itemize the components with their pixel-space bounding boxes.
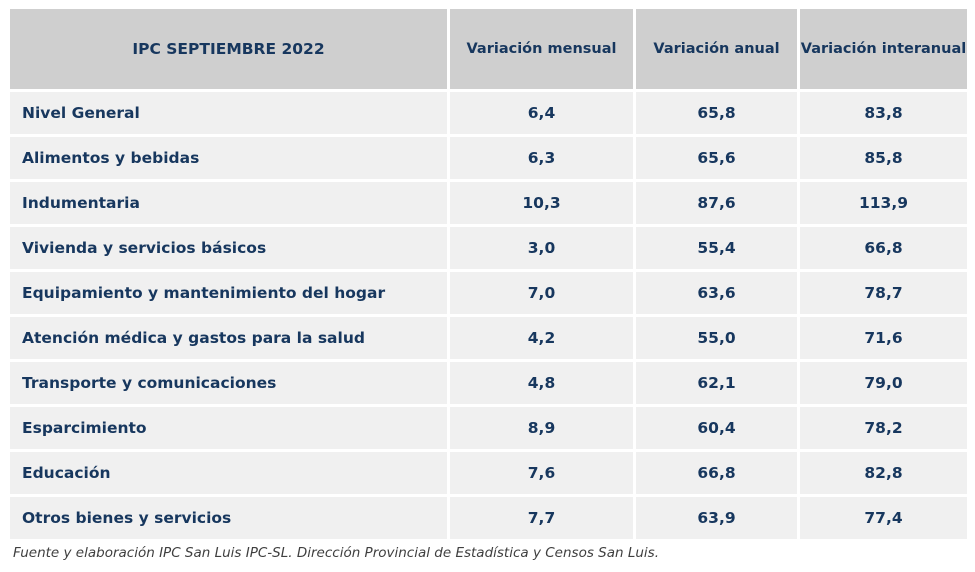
- cell-variacion-interanual: 82,8: [800, 452, 967, 494]
- table-row: Nivel General 6,4 65,8 83,8: [10, 92, 967, 134]
- cell-variacion-interanual: 78,2: [800, 407, 967, 449]
- header-variacion-mensual: Variación mensual: [450, 9, 633, 89]
- cell-variacion-anual: 55,4: [636, 227, 797, 269]
- table-row: Alimentos y bebidas 6,3 65,6 85,8: [10, 137, 967, 179]
- cell-variacion-mensual: 7,6: [450, 452, 633, 494]
- table-row: Educación 7,6 66,8 82,8: [10, 452, 967, 494]
- table-row: Vivienda y servicios básicos 3,0 55,4 66,8: [10, 227, 967, 269]
- cell-variacion-anual: 65,6: [636, 137, 797, 179]
- cell-variacion-anual: 62,1: [636, 362, 797, 404]
- header-variacion-anual: Variación anual: [636, 9, 797, 89]
- cell-variacion-interanual: 71,6: [800, 317, 967, 359]
- cell-variacion-interanual: 113,9: [800, 182, 967, 224]
- row-category-label: Nivel General: [10, 92, 447, 134]
- cell-variacion-anual: 87,6: [636, 182, 797, 224]
- row-category-label: Equipamiento y mantenimiento del hogar: [10, 272, 447, 314]
- header-variacion-interanual: Variación interanual: [800, 9, 967, 89]
- cell-variacion-mensual: 6,3: [450, 137, 633, 179]
- table-header-row: IPC SEPTIEMBRE 2022 Variación mensual Va…: [10, 9, 967, 89]
- cell-variacion-mensual: 8,9: [450, 407, 633, 449]
- row-category-label: Otros bienes y servicios: [10, 497, 447, 539]
- row-category-label: Atención médica y gastos para la salud: [10, 317, 447, 359]
- row-category-label: Indumentaria: [10, 182, 447, 224]
- cell-variacion-mensual: 7,7: [450, 497, 633, 539]
- table-row: Esparcimiento 8,9 60,4 78,2: [10, 407, 967, 449]
- cell-variacion-mensual: 3,0: [450, 227, 633, 269]
- cell-variacion-mensual: 4,2: [450, 317, 633, 359]
- cell-variacion-interanual: 66,8: [800, 227, 967, 269]
- row-category-label: Educación: [10, 452, 447, 494]
- table-row: Equipamiento y mantenimiento del hogar 7,…: [10, 272, 967, 314]
- table-row: Indumentaria 10,3 87,6 113,9: [10, 182, 967, 224]
- cell-variacion-anual: 60,4: [636, 407, 797, 449]
- cell-variacion-mensual: 4,8: [450, 362, 633, 404]
- ipc-table: IPC SEPTIEMBRE 2022 Variación mensual Va…: [7, 6, 970, 542]
- cell-variacion-interanual: 83,8: [800, 92, 967, 134]
- table-body: Nivel General 6,4 65,8 83,8 Alimentos y bebi…: [10, 92, 967, 539]
- header-category: IPC SEPTIEMBRE 2022: [10, 9, 447, 89]
- row-category-label: Vivienda y servicios básicos: [10, 227, 447, 269]
- row-category-label: Alimentos y bebidas: [10, 137, 447, 179]
- cell-variacion-mensual: 10,3: [450, 182, 633, 224]
- row-category-label: Esparcimiento: [10, 407, 447, 449]
- cell-variacion-anual: 55,0: [636, 317, 797, 359]
- table-row: Transporte y comunicaciones 4,8 62,1 79,0: [10, 362, 967, 404]
- cell-variacion-anual: 65,8: [636, 92, 797, 134]
- row-category-label: Transporte y comunicaciones: [10, 362, 447, 404]
- cell-variacion-anual: 63,9: [636, 497, 797, 539]
- table-row: Otros bienes y servicios 7,7 63,9 77,4: [10, 497, 967, 539]
- cell-variacion-interanual: 79,0: [800, 362, 967, 404]
- cell-variacion-mensual: 6,4: [450, 92, 633, 134]
- table-row: Atención médica y gastos para la salud 4,…: [10, 317, 967, 359]
- source-footnote: Fuente y elaboración IPC San Luis IPC-SL…: [13, 545, 659, 561]
- cell-variacion-interanual: 85,8: [800, 137, 967, 179]
- cell-variacion-interanual: 77,4: [800, 497, 967, 539]
- cell-variacion-anual: 66,8: [636, 452, 797, 494]
- cell-variacion-mensual: 7,0: [450, 272, 633, 314]
- cell-variacion-interanual: 78,7: [800, 272, 967, 314]
- cell-variacion-anual: 63,6: [636, 272, 797, 314]
- ipc-table-container: IPC SEPTIEMBRE 2022 Variación mensual Va…: [10, 9, 967, 539]
